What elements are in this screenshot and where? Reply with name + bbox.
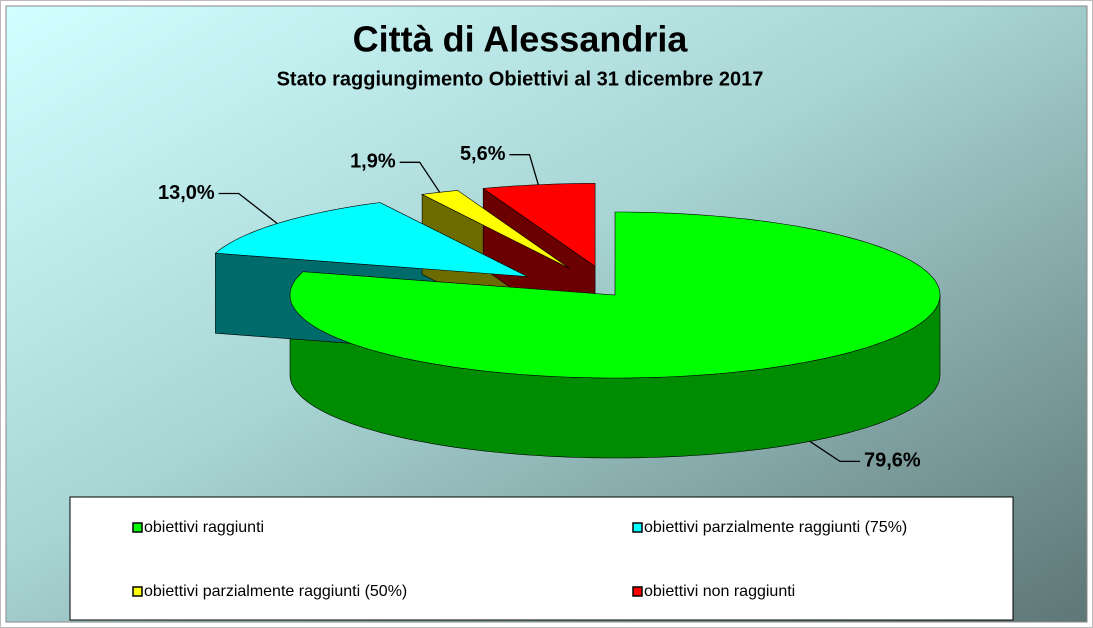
leader-line (218, 192, 278, 225)
legend-swatch (132, 586, 143, 597)
legend-swatch (132, 522, 143, 533)
leader-line (509, 154, 539, 185)
leader-line (809, 440, 860, 463)
legend-swatch (632, 522, 643, 533)
pie-slice (482, 183, 596, 267)
legend (69, 496, 1014, 621)
data-label: 13,0% (158, 182, 215, 204)
legend-label: obiettivi parzialmente raggiunti (75%) (644, 519, 907, 536)
chart-title: Città di Alessandria (353, 19, 689, 60)
pie-slice (289, 211, 941, 379)
leader-line (399, 161, 441, 193)
data-label: 5,6% (460, 143, 506, 165)
legend-label: obiettivi parzialmente raggiunti (50%) (144, 583, 407, 600)
legend-label: obiettivi raggiunti (144, 519, 264, 536)
chart-subtitle: Stato raggiungimento Obiettivi al 31 dic… (277, 68, 764, 90)
data-label: 79,6% (864, 450, 921, 472)
legend-swatch (632, 586, 643, 597)
data-label: 1,9% (350, 151, 396, 173)
legend-label: obiettivi non raggiunti (644, 583, 795, 600)
